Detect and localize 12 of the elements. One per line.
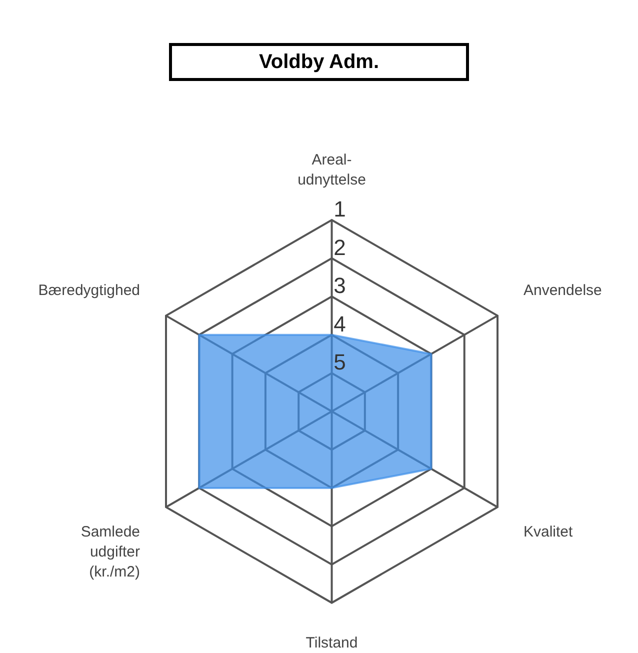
y-tick-label: 1 xyxy=(334,196,346,222)
spoke-label: Areal-udnyttelse xyxy=(298,151,366,188)
y-tick-label: 4 xyxy=(334,311,346,336)
chart-title: Voldby Adm. xyxy=(259,51,379,73)
y-tick-label: 2 xyxy=(334,234,346,260)
y-tick-label: 3 xyxy=(334,273,346,298)
spoke-label: Kvalitet xyxy=(524,524,574,541)
spoke-label: Anvendelse xyxy=(524,282,602,300)
spoke-label: Bæredygtighed xyxy=(38,282,140,300)
spoke-label: Tilstand xyxy=(306,634,358,652)
spoke-label: Samlede udgifter (kr./m2) xyxy=(80,524,140,581)
y-tick-label: 5 xyxy=(334,350,346,375)
